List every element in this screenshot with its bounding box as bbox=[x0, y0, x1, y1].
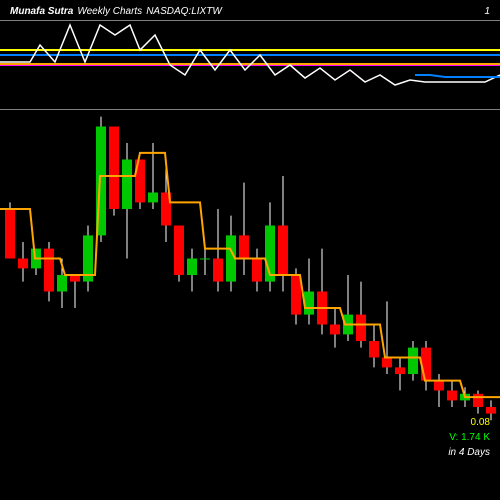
volume-value: V: 1.74 K bbox=[448, 430, 490, 445]
chart-type: Weekly Charts bbox=[77, 6, 142, 17]
oscillator-panel bbox=[0, 20, 500, 110]
page-number: 1 bbox=[484, 6, 490, 17]
candlestick-panel bbox=[0, 110, 500, 440]
title-bar: Munafa Sutra Weekly Charts NASDAQ:LIXTW … bbox=[10, 6, 490, 17]
price-value: 0.08 bbox=[448, 415, 490, 430]
time-value: in 4 Days bbox=[448, 445, 490, 460]
info-box: 0.08 V: 1.74 K in 4 Days bbox=[448, 415, 490, 460]
chart-container bbox=[0, 0, 500, 500]
title-prefix: Munafa Sutra bbox=[10, 6, 73, 17]
ticker: NASDAQ:LIXTW bbox=[146, 6, 222, 17]
